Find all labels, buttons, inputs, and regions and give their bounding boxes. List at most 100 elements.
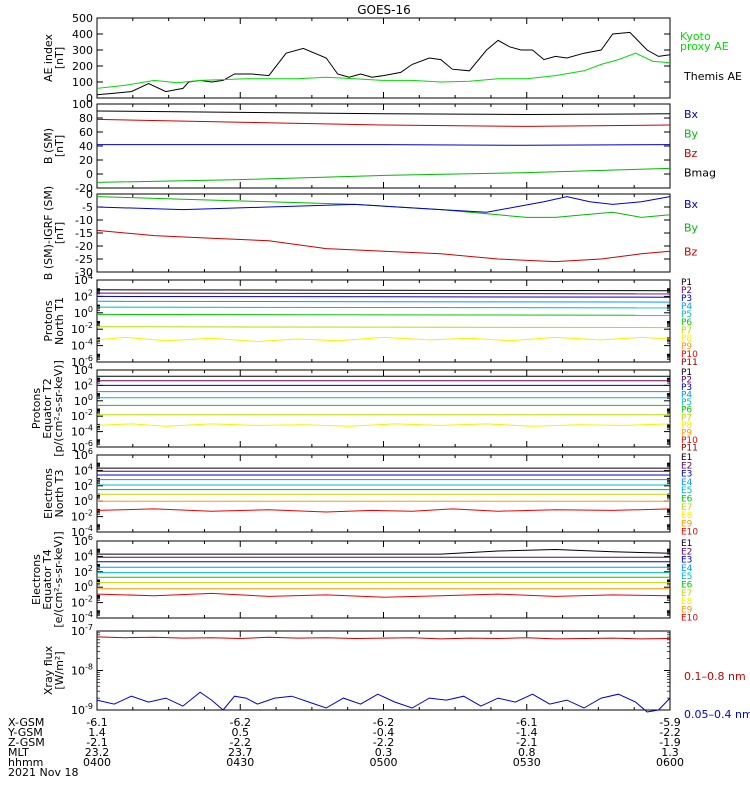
y-tick-exponent: 4 (88, 548, 93, 557)
y-axis-label: North T1 (53, 297, 66, 345)
ephemeris-value: 0.3 (375, 746, 393, 759)
ephemeris-value: 0500 (370, 756, 398, 769)
y-tick-exponent: -4 (85, 610, 93, 619)
legend-entry: E4 (681, 564, 693, 574)
legend-entry: Bx (684, 198, 699, 211)
y-axis-label: B (SM) (42, 128, 55, 164)
y-tick-label: 102 (74, 564, 93, 579)
y-tick-label: 10-2 (71, 321, 93, 336)
legend-entry: E2 (681, 547, 692, 557)
ephemeris-value: -0.4 (373, 726, 394, 739)
legend-entry: 0.05–0.4 nm (684, 708, 750, 721)
legend-entry: E2 (681, 461, 692, 471)
panel-frame (96, 369, 671, 448)
y-tick-label: 10-8 (71, 663, 93, 678)
y-tick-label: -10 (75, 214, 93, 227)
y-axis-label: [nT] (53, 222, 66, 244)
legend-entry: P3 (681, 294, 692, 304)
legend-entry: Bz (684, 245, 698, 258)
y-tick-label: 200 (72, 60, 93, 73)
y-tick-label: 10-2 (71, 509, 93, 524)
plot-title: GOES-16 (357, 3, 411, 17)
ephemeris-row-label: X-GSM (8, 716, 44, 729)
date-label: 2021 Nov 18 (8, 766, 78, 779)
y-axis-label: [p/(cm²-s-sr-keV)] (52, 360, 65, 457)
series-line-bx (97, 144, 671, 146)
legend-entry: E3 (681, 556, 692, 566)
y-tick-label: 100 (74, 393, 93, 408)
legend-entry: Themis AE (683, 70, 742, 83)
legend-entry: E1 (681, 539, 692, 549)
y-tick-label: 0 (86, 168, 93, 181)
ephemeris-value: 0600 (656, 756, 684, 769)
y-tick-label: -20 (75, 182, 93, 195)
y-tick-exponent: 0 (88, 393, 93, 402)
series-line-p5 (96, 306, 671, 309)
y-tick-exponent: 4 (88, 362, 93, 371)
legend-entry: E4 (681, 478, 693, 488)
legend-entry: E6 (681, 581, 693, 591)
series-line-p1 (96, 289, 671, 292)
y-tick-exponent: 4 (88, 272, 93, 281)
ephemeris-value: -2.2 (373, 736, 394, 749)
series-line-p3 (96, 295, 671, 298)
legend-entry: P1 (681, 278, 692, 288)
ephemeris-value: -6.1 (516, 716, 537, 729)
panel-frame (96, 630, 671, 711)
y-axis-label: [nT] (53, 47, 66, 69)
legend-entry: P10 (681, 436, 698, 446)
y-tick-exponent: 6 (88, 533, 93, 542)
y-tick-label: 10-4 (71, 338, 93, 353)
series-line-kyoto-proxy-ae (96, 52, 671, 89)
series-line-bmag (96, 110, 671, 116)
y-axis-label: Equator T4 (41, 549, 54, 609)
y-tick-exponent: -2 (85, 595, 93, 604)
ephemeris-value: -6.1 (86, 716, 107, 729)
y-tick-label: 40 (79, 140, 93, 153)
y-tick-label: 10-9 (71, 702, 93, 717)
y-tick-exponent: -4 (85, 338, 93, 347)
legend-entry: P9 (681, 428, 692, 438)
ephemeris-row-label: hhmm (8, 756, 43, 769)
y-tick-label: 0 (86, 92, 93, 105)
y-tick-exponent: -9 (85, 702, 93, 711)
y-tick-exponent: 0 (88, 493, 93, 502)
legend-entry: By (684, 128, 699, 141)
legend-entry: P9 (681, 342, 692, 352)
legend-entry: P2 (681, 376, 692, 386)
ephemeris-row-label: MLT (8, 746, 29, 759)
y-axis-label: North T3 (53, 470, 66, 518)
legend-entry: E7 (681, 503, 692, 513)
ephemeris-value: -2.1 (516, 736, 537, 749)
y-tick-label: -5 (82, 201, 93, 214)
legend-entry: E8 (681, 511, 693, 521)
y-axis-label: [W/m²] (53, 651, 66, 689)
y-tick-label: -20 (75, 240, 93, 253)
ephemeris-row-label: Z-GSM (8, 736, 45, 749)
series-line-by (96, 167, 671, 183)
legend-entry: E10 (681, 614, 698, 624)
legend-entry: Bx (684, 108, 699, 121)
panel-frame (96, 17, 671, 99)
y-tick-exponent: -2 (85, 408, 93, 417)
ephemeris-value: 0.5 (232, 726, 250, 739)
y-tick-exponent: -6 (85, 354, 93, 363)
y-tick-exponent: 0 (88, 305, 93, 314)
ephemeris-value: -6.2 (230, 716, 251, 729)
y-tick-exponent: -7 (85, 623, 93, 632)
y-tick-label: 100 (72, 76, 93, 89)
legend-entry: E5 (681, 572, 692, 582)
legend-entry: P11 (681, 443, 698, 453)
y-tick-label: 104 (74, 462, 93, 477)
legend-entry: E8 (681, 597, 693, 607)
legend-entry: P6 (681, 318, 692, 328)
y-axis-label: AE index (42, 33, 55, 82)
series-line-bz (96, 229, 671, 263)
y-tick-label: 300 (72, 44, 93, 57)
legend-entry: Kyoto (680, 30, 711, 43)
legend-entry: P1 (681, 368, 692, 378)
